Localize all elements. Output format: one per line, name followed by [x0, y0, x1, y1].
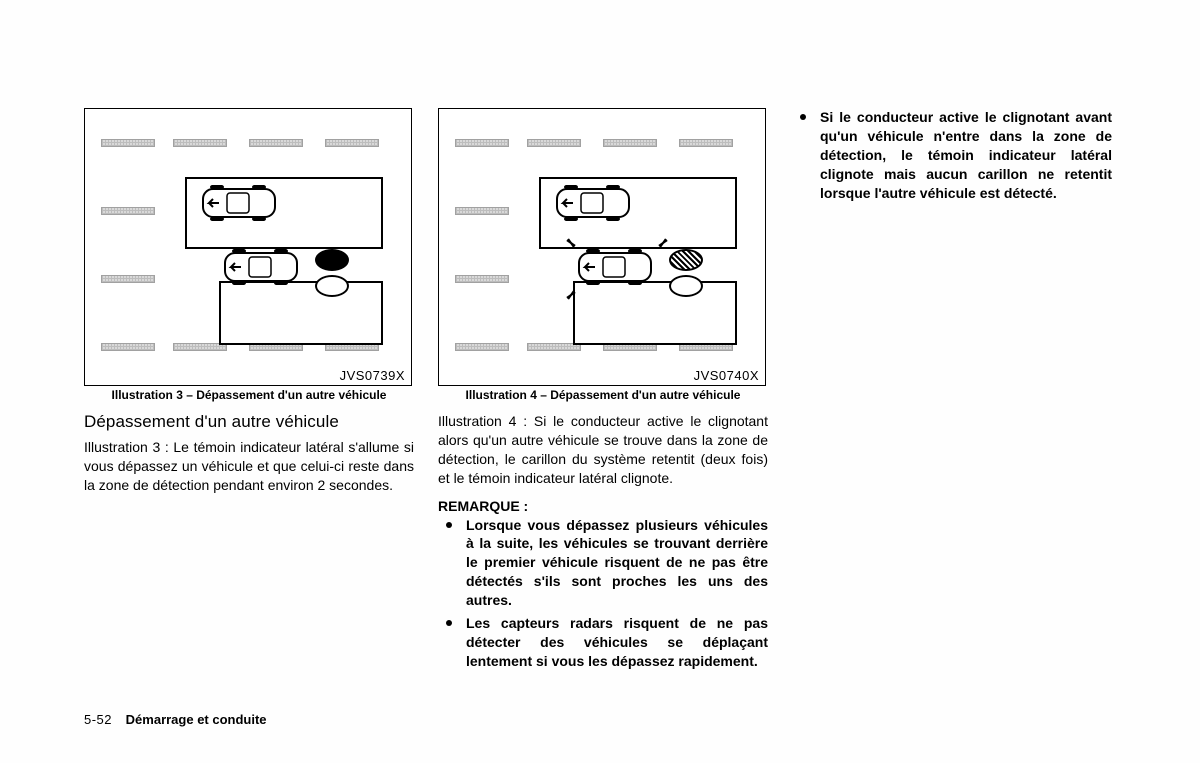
lane-marking [101, 275, 155, 283]
lane-marking [101, 343, 155, 351]
page-footer: 5-52 Démarrage et conduite [84, 712, 267, 727]
column-3: Si le conducteur active le clignotant av… [792, 108, 1112, 675]
illustration-3-caption: Illustration 3 – Dépassement d'un autre … [84, 388, 414, 402]
illustration-code: JVS0740X [694, 368, 759, 383]
illustration-code: JVS0739X [340, 368, 405, 383]
lane-marking [101, 207, 155, 215]
other-vehicle-icon [551, 185, 635, 221]
lane-marking [679, 139, 733, 147]
remark-list: Lorsque vous dépassez plusieurs véhicule… [438, 516, 768, 671]
body-paragraph: Illustration 4 : Si le conducteur active… [438, 412, 768, 488]
detection-zone-lower [573, 281, 737, 345]
illustration-4-road [455, 139, 749, 355]
lane-marking [325, 139, 379, 147]
lane-marking [455, 207, 509, 215]
section-title: Démarrage et conduite [126, 712, 267, 727]
lane-marking [173, 139, 227, 147]
lane-marking [527, 139, 581, 147]
lane-marking [249, 139, 303, 147]
illustration-3-frame: JVS0739X [84, 108, 412, 386]
remark-item: Les capteurs radars risquent de ne pas d… [438, 614, 768, 671]
indicator-hatched-icon [669, 249, 703, 271]
lane-marking [455, 275, 509, 283]
indicator-hollow-icon [669, 275, 703, 297]
remark-heading: REMARQUE : [438, 498, 768, 514]
page-number: 5-52 [84, 712, 112, 727]
lane-marking [455, 343, 509, 351]
other-vehicle-icon [197, 185, 281, 221]
body-paragraph: Illustration 3 : Le témoin indicateur la… [84, 438, 414, 495]
flash-mark-icon [655, 235, 671, 251]
indicator-solid-icon [315, 249, 349, 271]
note-list: Si le conducteur active le clignotant av… [792, 108, 1112, 202]
detection-zone-lower [219, 281, 383, 345]
indicator-hollow-icon [315, 275, 349, 297]
remark-item: Lorsque vous dépassez plusieurs véhicule… [438, 516, 768, 610]
lane-marking [603, 139, 657, 147]
illustration-4-caption: Illustration 4 – Dépassement d'un autre … [438, 388, 768, 402]
illustration-3-road [101, 139, 395, 355]
page-columns: JVS0739X Illustration 3 – Dépassement d'… [84, 108, 1116, 675]
own-vehicle-icon [573, 249, 657, 285]
column-2: JVS0740X Illustration 4 – Dépassement d'… [438, 108, 768, 675]
column-1: JVS0739X Illustration 3 – Dépassement d'… [84, 108, 414, 675]
note-item: Si le conducteur active le clignotant av… [792, 108, 1112, 202]
section-heading: Dépassement d'un autre véhicule [84, 412, 414, 432]
illustration-4-frame: JVS0740X [438, 108, 766, 386]
lane-marking [101, 139, 155, 147]
own-vehicle-icon [219, 249, 303, 285]
flash-mark-icon [563, 287, 579, 303]
lane-marking [455, 139, 509, 147]
